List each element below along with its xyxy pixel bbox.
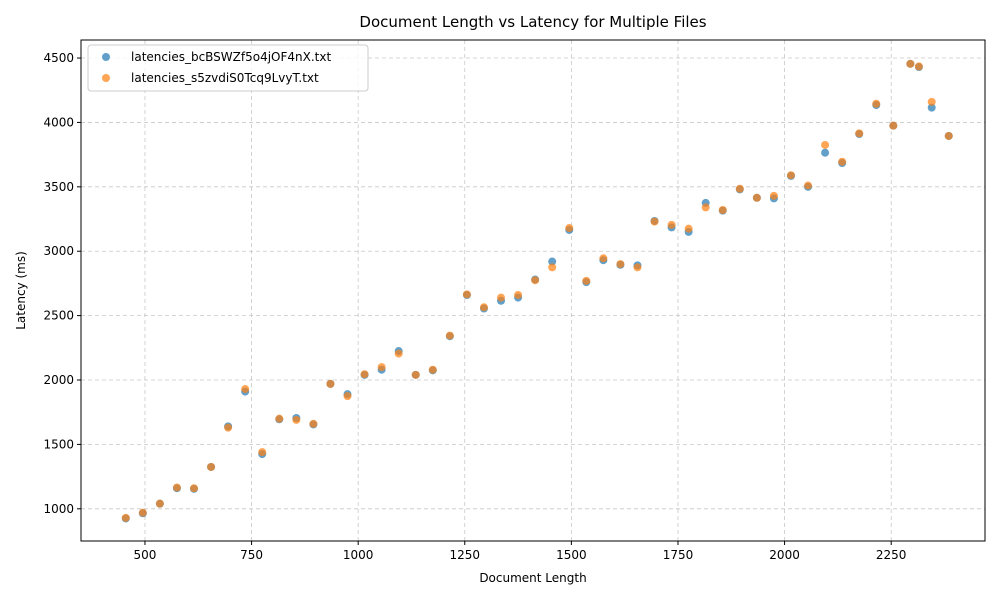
legend-label: latencies_bcBSWZf5o4jOF4nX.txt [131,50,331,64]
data-point [821,148,830,157]
data-point [599,254,608,263]
data-point [667,220,676,229]
data-point [650,217,659,226]
data-point [582,276,591,285]
x-tick-label: 1500 [556,548,587,562]
data-point [906,59,915,68]
data-point [428,365,437,374]
data-point [377,363,386,372]
y-tick-label: 4000 [43,115,74,129]
data-point [804,181,813,190]
x-axis-label: Document Length [479,571,586,585]
data-point [326,379,335,388]
x-tick-label: 2000 [769,548,800,562]
data-point [309,419,318,428]
data-point [616,260,625,269]
data-point [394,349,403,358]
y-axis-label: Latency (ms) [14,251,28,330]
data-point [531,276,540,285]
data-point [914,62,923,71]
data-point [292,415,301,424]
data-point [838,157,847,166]
y-tick-label: 1500 [43,437,74,451]
data-points [121,59,953,523]
data-point [855,129,864,138]
data-point [138,508,147,517]
legend-box [87,44,369,92]
data-point [155,499,164,508]
data-point [927,103,936,112]
data-point [735,184,744,193]
data-point [684,224,693,233]
x-tick-label: 1750 [663,548,694,562]
data-point [479,303,488,312]
data-point [224,423,233,432]
x-tick-label: 1250 [450,548,481,562]
data-point [121,513,130,522]
x-tick-label: 750 [240,548,263,562]
data-point [343,392,352,401]
x-axis-ticks: 500 750 1000 1250 1500 1750 2000 2250 [134,541,907,562]
data-point [769,191,778,200]
data-point [786,171,795,180]
series-2 [121,59,953,522]
data-point [207,462,216,471]
grid-lines [81,40,985,541]
data-point [633,263,642,272]
x-tick-label: 500 [134,548,157,562]
y-tick-label: 4500 [43,51,74,65]
y-tick-label: 1000 [43,502,74,516]
plot-frame [80,39,986,542]
data-point [548,257,557,266]
y-tick-label: 2500 [43,309,74,323]
x-tick-label: 2250 [876,548,907,562]
data-point [821,140,830,149]
data-point [701,203,710,212]
chart-title: Document Length vs Latency for Multiple … [359,13,706,31]
data-point [258,448,267,457]
data-point [565,224,574,233]
legend-marker [102,74,110,82]
data-point [497,293,506,302]
data-point [889,121,898,130]
data-point [514,291,523,300]
data-point [927,97,936,106]
y-tick-label: 2000 [43,373,74,387]
data-point [718,206,727,215]
y-axis-ticks: 1000 1500 2000 2500 3000 3500 4000 4500 [43,51,81,516]
data-point [190,484,198,493]
data-point [172,483,181,492]
y-tick-label: 3000 [43,244,74,258]
data-point [445,331,454,340]
legend: latencies_bcBSWZf5o4jOF4nX.txt latencies_… [87,44,369,92]
data-point [275,414,284,423]
data-point [944,131,953,140]
y-tick-label: 3500 [43,180,74,194]
data-point [462,290,471,299]
legend-label: latencies_s5zvdiS0Tcq9LvyT.txt [131,71,319,85]
data-point [752,193,761,202]
data-point [548,263,557,272]
data-point [241,385,250,394]
x-tick-label: 1000 [343,548,374,562]
data-point [872,99,881,108]
data-point [360,370,369,379]
legend-marker [102,53,110,61]
data-point [411,370,420,379]
